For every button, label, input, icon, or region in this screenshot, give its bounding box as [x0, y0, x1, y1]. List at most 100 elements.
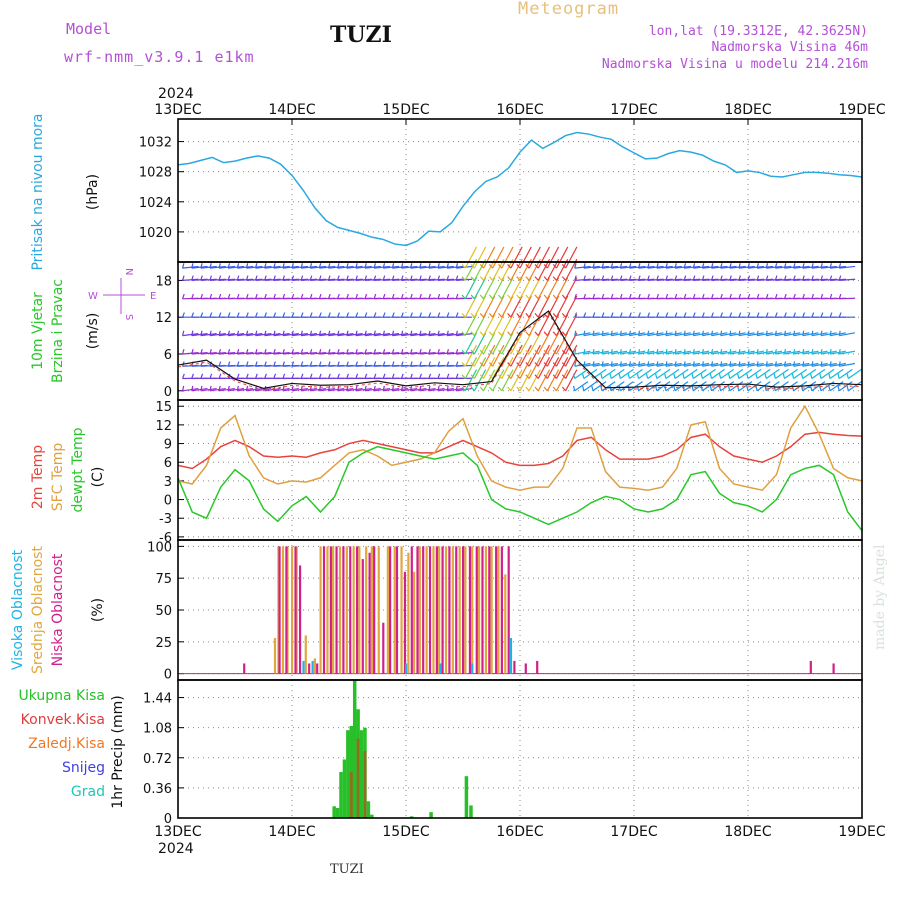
wind-barb [191, 387, 208, 392]
wind-barb [428, 352, 445, 355]
wind-barb [537, 344, 551, 367]
wind-barb [428, 387, 445, 392]
wind-barb [684, 332, 701, 337]
wind-barb [838, 368, 853, 380]
wind-barb [191, 352, 208, 355]
wind-barb-tick [209, 373, 213, 379]
wind-barb [683, 368, 698, 380]
wind-barb [602, 278, 619, 281]
wind-barb-tick [700, 373, 703, 379]
wind-barb-tick [245, 312, 249, 318]
wind-barb-tick [300, 385, 303, 391]
wind-barb [784, 350, 801, 355]
legend-frozen-precip: Zaledj.Kisa [28, 736, 105, 752]
wind-barb [784, 362, 801, 367]
wind-barb-tick [507, 331, 512, 336]
wind-barb-tick [218, 373, 222, 379]
wind-barb [519, 295, 532, 318]
wind-barb-tick [516, 349, 521, 355]
wind-barb-tick [191, 293, 194, 299]
cloud-bar [338, 546, 342, 674]
wind-barb [246, 265, 263, 269]
wind-barb-tick [701, 263, 705, 269]
wind-barb-tick [364, 373, 368, 379]
wind-barb-tick [355, 330, 358, 336]
wind-barb-tick [236, 361, 240, 367]
cloud-bar [393, 546, 396, 674]
wind-barb-tick [479, 294, 484, 300]
wind-barb-tick [355, 385, 358, 391]
wind-barb-tick [181, 263, 185, 269]
cloud-bar [332, 546, 335, 674]
wind-barb-tick [355, 312, 359, 318]
wind-barb [629, 350, 646, 355]
wind-barb-tick [829, 263, 832, 269]
wind-barb-tick [498, 313, 503, 318]
cloud-bar [432, 546, 435, 674]
wind-barb-tick [391, 330, 395, 336]
cloud-bar [294, 546, 297, 674]
wind-barb-tick [574, 263, 577, 269]
wind-barb-tick [470, 276, 475, 281]
wind-barb-tick [738, 312, 742, 318]
precip-bar [339, 772, 343, 818]
cloud-axis-unit: (%) [90, 598, 106, 622]
wind-barb-tick [409, 373, 413, 379]
wind-barb [793, 368, 808, 380]
wind-barb-tick [783, 330, 787, 336]
wind-barb [310, 387, 327, 392]
wind-barb-tick [729, 312, 733, 318]
wind-barb [702, 332, 719, 337]
wind-barb-tick [209, 330, 212, 336]
wind-barb-tick [227, 293, 231, 299]
wind-barb [592, 278, 609, 281]
wind-barb-tick [209, 361, 213, 367]
wind-barb-tick [601, 312, 605, 318]
wind-barb [610, 368, 625, 380]
cloud-bar [458, 546, 461, 674]
wind-barb [346, 387, 363, 392]
wind-barb [392, 333, 409, 337]
cloud-bar [441, 546, 444, 674]
wind-barb-tick [273, 349, 276, 355]
wind-barb [437, 352, 454, 355]
wind-barb [720, 350, 737, 355]
wind-barb [829, 381, 844, 392]
wind-barb-tick [437, 275, 440, 281]
wind-barb-tick [838, 361, 841, 367]
wind-barb [218, 333, 235, 337]
wind-barb-tick [409, 349, 413, 355]
wind-barb-tick [783, 275, 787, 281]
wind-barb-tick [437, 293, 441, 299]
cloud-bar [464, 546, 467, 674]
wind-barb [620, 278, 637, 281]
wind-barb-tick [737, 373, 740, 379]
wind-barb-tick [709, 373, 713, 379]
wind-barb-tick [674, 263, 677, 269]
wind-barb-tick [747, 348, 750, 355]
wind-barb-tick [552, 294, 557, 300]
wind-barb [802, 332, 819, 337]
wind-barb-tick [819, 373, 822, 379]
wind-barb-tick [419, 385, 422, 391]
wind-barb-tick [364, 312, 368, 318]
wind-barb-tick [446, 361, 450, 367]
wind-barb-tick [637, 263, 641, 269]
wind-barb [638, 362, 655, 367]
wind-barb [464, 277, 478, 300]
wind-barb-tick [264, 349, 267, 355]
wind-barb-tick [300, 293, 304, 299]
dewpoint-line [177, 445, 863, 532]
wind-barb-tick [428, 293, 432, 299]
wind-barb [555, 314, 569, 336]
wind-barb [656, 381, 671, 392]
wind-barb-tick [647, 361, 650, 367]
wind-barb-tick [665, 293, 669, 299]
wind-barb [482, 246, 496, 269]
wind-barb [291, 352, 308, 355]
wind-barb [392, 278, 409, 281]
wind-barb-tick [583, 361, 586, 367]
y-tick-label: 18 [155, 274, 172, 289]
wind-barb-tick [437, 349, 440, 355]
wind-barb [446, 387, 463, 392]
